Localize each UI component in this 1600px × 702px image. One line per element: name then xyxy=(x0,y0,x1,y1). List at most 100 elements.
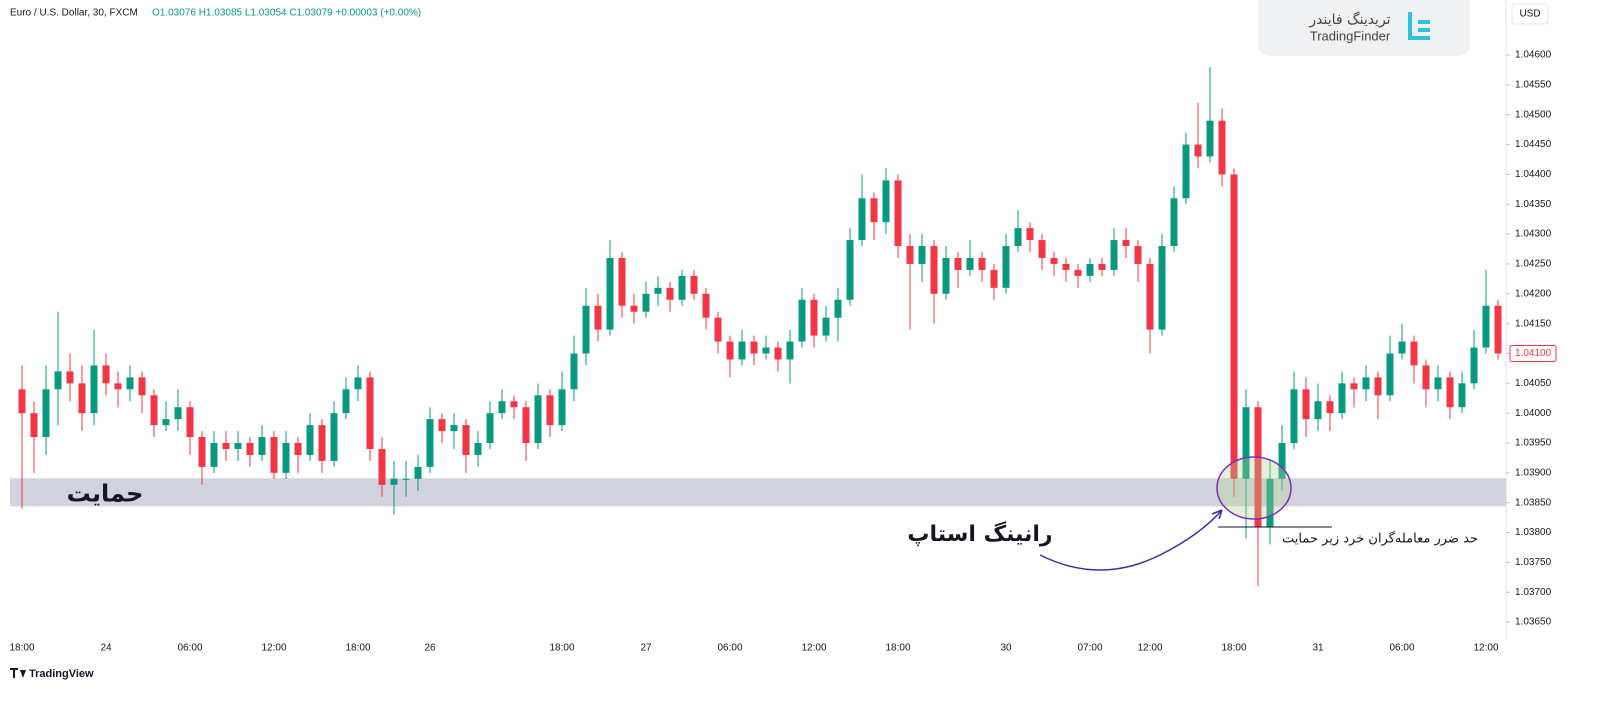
currency: USD xyxy=(1519,9,1540,20)
y-tick-label: 1.04150 xyxy=(1515,318,1552,329)
current-price-box xyxy=(1509,344,1557,362)
y-tick-label: 1.04050 xyxy=(1515,378,1552,389)
footer: TradingView xyxy=(29,668,94,680)
x-tick-label: 18:00 xyxy=(885,643,910,654)
candle-body xyxy=(174,407,182,420)
candle-body xyxy=(102,365,110,384)
y-tick-label: 1.04200 xyxy=(1515,288,1552,299)
candle-body xyxy=(846,240,854,300)
stop-loss-label: حد ضرر معامله‌گران خرد زیر حمایت xyxy=(1282,531,1478,547)
candle-body xyxy=(1110,240,1118,270)
candle-body xyxy=(354,377,362,390)
candle-body xyxy=(1290,389,1298,444)
candle-body xyxy=(294,443,302,455)
candle-body xyxy=(486,413,494,444)
candle-body xyxy=(822,317,830,336)
candle-body xyxy=(1458,383,1466,408)
y-tick-label: 1.04450 xyxy=(1515,139,1552,150)
candle-body xyxy=(342,389,350,414)
candle-body xyxy=(1122,240,1130,247)
candle-body xyxy=(318,425,326,461)
candle-body xyxy=(810,299,818,336)
candle-body xyxy=(666,287,674,300)
candle-body xyxy=(1338,383,1346,414)
candle-body xyxy=(786,341,794,360)
candle-body xyxy=(990,269,998,288)
candle-body xyxy=(762,347,770,354)
candle-body xyxy=(870,198,878,223)
chart-title: Euro / U.S. Dollar, 30, FXCM xyxy=(10,8,138,19)
y-tick-label: 1.03650 xyxy=(1515,617,1552,628)
x-tick-label: 06:00 xyxy=(177,643,202,654)
candle-body xyxy=(1362,377,1370,390)
arrow-curve xyxy=(1039,509,1223,571)
x-tick-label: 12:00 xyxy=(261,643,286,654)
ohlc-legend: O1.03076 H1.03085 L1.03054 C1.03079 +0.0… xyxy=(152,8,421,19)
current-price-label: 1.04100 xyxy=(1515,348,1552,359)
candle-body xyxy=(1446,377,1454,408)
candle-body xyxy=(162,419,170,426)
x-tick-label: 18:00 xyxy=(9,643,34,654)
x-tick-label: 31 xyxy=(1312,643,1324,654)
currency-box xyxy=(1511,3,1549,25)
candle-body xyxy=(66,371,74,384)
y-tick-label: 1.04000 xyxy=(1515,408,1552,419)
candle-body xyxy=(1230,174,1238,479)
candle-body xyxy=(330,413,338,461)
candle-body xyxy=(1218,120,1226,175)
candle-body xyxy=(426,419,434,467)
candle-body xyxy=(1350,383,1358,390)
candle-body xyxy=(1434,377,1442,390)
candle-body xyxy=(1050,257,1058,264)
candle-body xyxy=(1410,341,1418,366)
x-tick-label: 07:00 xyxy=(1077,643,1102,654)
candle-body xyxy=(522,407,530,444)
candle-body xyxy=(210,443,218,467)
candle-body xyxy=(558,389,566,426)
candle-body xyxy=(18,389,26,414)
candle-body xyxy=(894,180,902,247)
candle-body xyxy=(150,395,158,426)
candle-body xyxy=(1098,263,1106,270)
candle-body xyxy=(1374,377,1382,396)
candle-body xyxy=(1038,240,1046,258)
candle-body xyxy=(1314,401,1322,420)
candle-body xyxy=(618,257,626,306)
candle-body xyxy=(1386,353,1394,396)
candle-body xyxy=(546,395,554,426)
candle-body xyxy=(1206,120,1214,157)
candle-body xyxy=(630,305,638,312)
candle-body xyxy=(246,443,254,455)
candle-body xyxy=(306,425,314,455)
candle-body xyxy=(474,443,482,455)
y-tick-label: 1.03950 xyxy=(1515,438,1552,449)
x-tick-label: 18:00 xyxy=(345,643,370,654)
y-tick-label: 1.03850 xyxy=(1515,497,1552,508)
candle-body xyxy=(954,257,962,270)
candle-body xyxy=(714,317,722,342)
candle-body xyxy=(1494,305,1502,354)
y-tick-label: 1.03750 xyxy=(1515,557,1552,568)
x-tick-label: 18:00 xyxy=(549,643,574,654)
x-tick-label: 27 xyxy=(640,643,652,654)
candle-body xyxy=(438,419,446,432)
candle-body xyxy=(90,365,98,414)
candle-body xyxy=(798,299,806,342)
candle-body xyxy=(726,341,734,360)
candle-body xyxy=(1278,443,1286,479)
candle-body xyxy=(642,293,650,312)
candle-body xyxy=(582,305,590,354)
highlight-circle xyxy=(1216,456,1292,520)
candle-body xyxy=(54,371,62,390)
candle-body xyxy=(282,443,290,473)
candle-body xyxy=(234,443,242,449)
candle-body xyxy=(978,257,986,270)
logo-icon xyxy=(1408,12,1430,40)
candle-body xyxy=(534,395,542,444)
candle-body xyxy=(30,413,38,438)
candle-body xyxy=(1062,263,1070,270)
candle-body xyxy=(402,478,410,480)
candle-body xyxy=(594,305,602,330)
logo-box xyxy=(1258,0,1470,56)
